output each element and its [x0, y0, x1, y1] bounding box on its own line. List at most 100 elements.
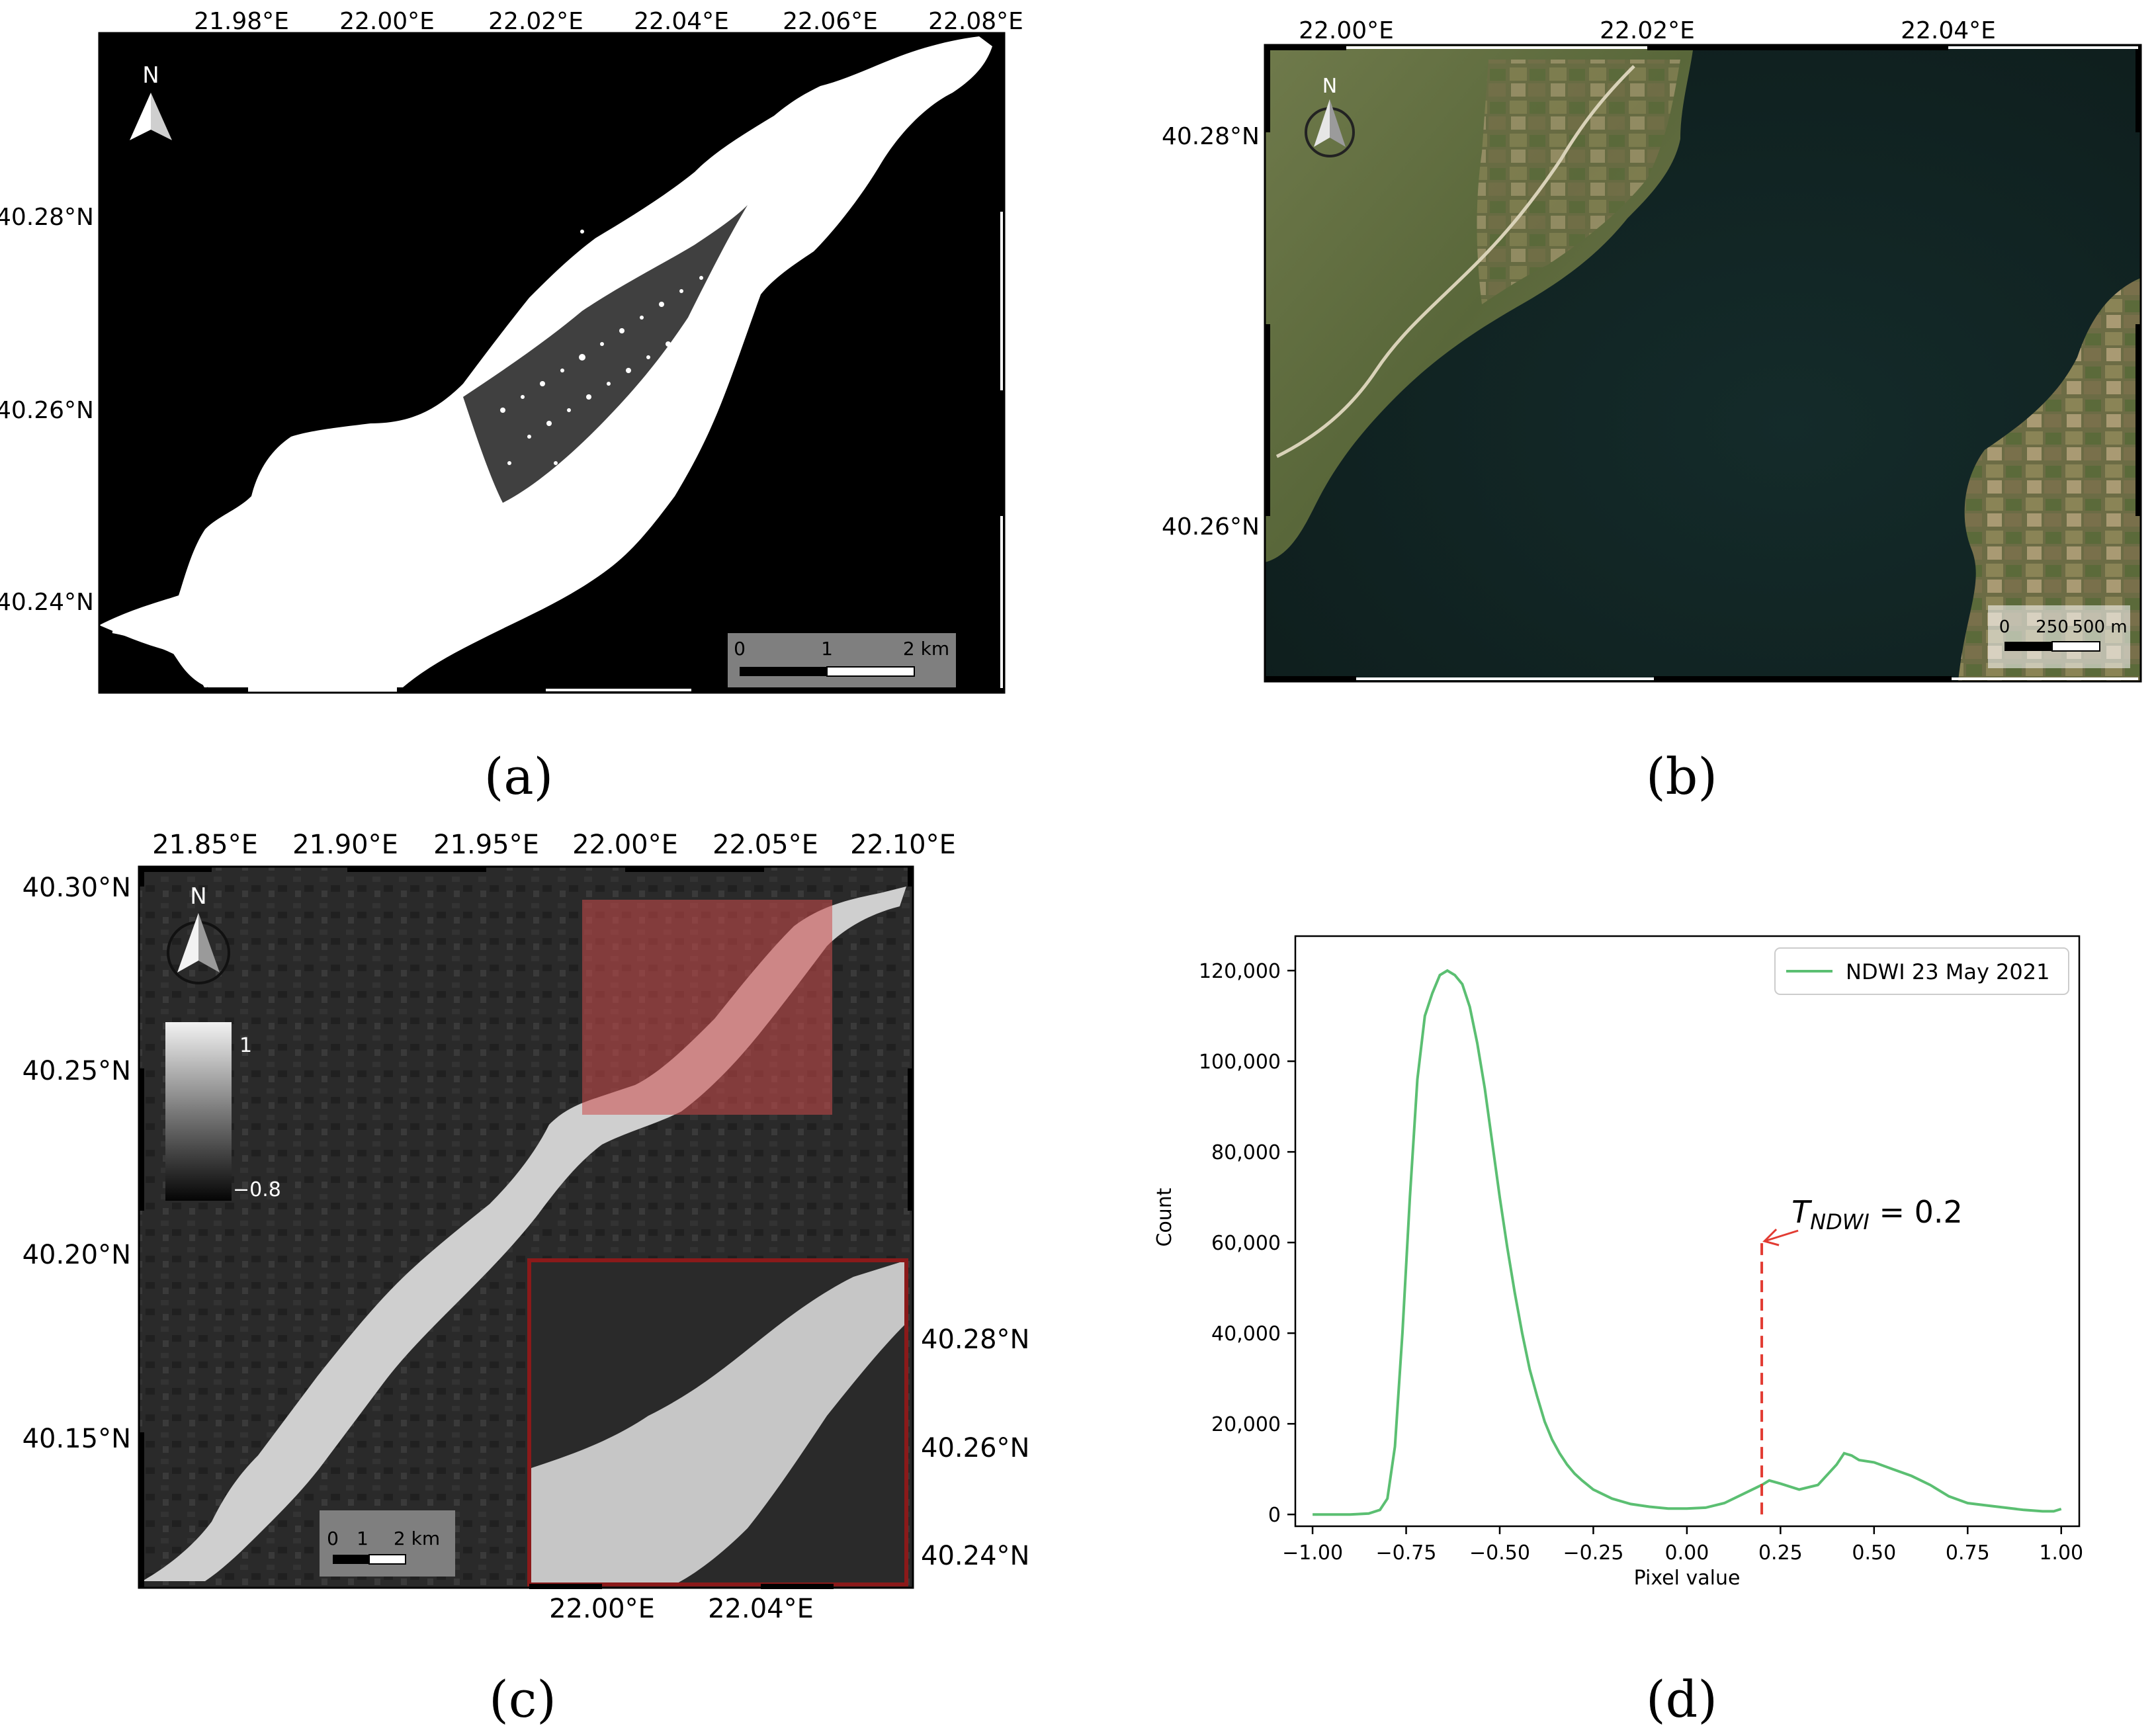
legend-label: NDWI 23 May 2021: [1846, 959, 2049, 984]
panel-c-scale-1: 1: [357, 1528, 368, 1549]
y-tick-label: 100,000: [1199, 1051, 1281, 1074]
panel-b-lon-tick: 22.02°E: [1600, 17, 1695, 44]
chart-legend: NDWI 23 May 2021: [1774, 947, 2069, 995]
panel-b-scale-0: 0: [1999, 617, 2010, 637]
series-line-ndwi: [1313, 969, 2062, 1516]
panel-a-frame-ticks: [99, 33, 1004, 693]
chart-y-ticks: 0 20,000 40,000 60,000 80,000 100,000 120,000: [1199, 960, 1295, 1527]
panel-a-lon-tick: 22.08°E: [928, 8, 1023, 35]
panel-c-inset-lat-tick: 40.24°N: [921, 1541, 1029, 1571]
panel-c-frame: [138, 865, 914, 1589]
threshold-label-sub: NDWI: [1810, 1209, 1870, 1234]
panel-c-lon-tick: 22.05°E: [712, 830, 818, 860]
panel-c-lat-tick: 40.20°N: [22, 1240, 131, 1270]
panel-b-map: N 0 250 500 m 22.00°E 22.02°E 22.04°E 40…: [1162, 17, 2142, 806]
y-tick-label: 80,000: [1211, 1141, 1281, 1164]
panel-b-lat-tick: 40.28°N: [1162, 123, 1260, 150]
panel-a-lon-tick: 22.02°E: [488, 8, 583, 35]
x-tick-label: −0.25: [1563, 1541, 1623, 1565]
panel-a-river: [112, 630, 210, 693]
panel-b-road: [1275, 65, 1635, 458]
panel-a-lon-tick: 22.04°E: [634, 8, 729, 35]
panel-c-north-label: N: [190, 883, 206, 910]
y-tick-label: 120,000: [1199, 960, 1281, 983]
panel-c-frame-ticks: [139, 867, 913, 1589]
panel-c-scale-2: 2 km: [394, 1528, 440, 1549]
panel-b-scalebar: 0 250 500 m: [1988, 605, 2130, 668]
panel-b-north-label: N: [1322, 75, 1337, 98]
threshold-arrowhead: [1762, 1229, 1780, 1246]
x-tick-label: 1.00: [2039, 1541, 2083, 1565]
panel-a-lat-tick: 40.24°N: [0, 589, 94, 616]
panel-a-label: (a): [484, 747, 554, 806]
x-tick-label: 0.75: [1946, 1541, 1990, 1565]
x-tick-label: −1.00: [1282, 1541, 1343, 1565]
panel-c-lon-tick: 21.85°E: [152, 830, 258, 860]
panel-c-inset-lon-tick: 22.00°E: [549, 1594, 655, 1624]
panel-c-lon-labels: 21.85°E 21.90°E 21.95°E 22.00°E 22.05°E …: [152, 830, 956, 860]
x-tick-label: 0.50: [1852, 1541, 1896, 1565]
panel-a-lat-tick: 40.28°N: [0, 204, 94, 231]
panel-c-lon-tick: 21.95°E: [433, 830, 539, 860]
panel-c-map: N 1 −0.8 0 1 2 km 21.85°E 21.90°E 21.95°…: [22, 830, 1030, 1729]
panel-c-scalebar: 0 1 2 km: [320, 1510, 455, 1577]
panel-b-white-ticks: [1346, 46, 2138, 680]
panel-d-chart: −1.00 −0.75 −0.50 −0.25 0.00 0.25 0.50 0.75 1.00…: [1153, 935, 2083, 1729]
panel-c-lat-tick: 40.15°N: [22, 1424, 131, 1454]
panel-a-lon-labels: 21.98°E 22.00°E 22.02°E 22.04°E 22.06°E …: [194, 8, 1023, 35]
panel-c-north-arrow-icon: N: [167, 883, 230, 984]
panel-c-lat-labels: 40.30°N 40.25°N 40.20°N 40.15°N: [22, 873, 131, 1454]
panel-c-lon-tick: 22.10°E: [850, 830, 956, 860]
panel-a-lon-tick: 22.06°E: [783, 8, 878, 35]
threshold-label: TNDWI = 0.2: [1791, 1194, 1963, 1234]
panel-c-colorbar-min: −0.8: [233, 1178, 281, 1201]
panel-a-scalebar: 0 1 2 km: [728, 633, 956, 687]
panel-b-north-arrow-icon: N: [1305, 75, 1355, 157]
panel-c-inset-lon-labels: 22.00°E 22.04°E: [549, 1594, 814, 1624]
panel-a-scale-1: 1: [821, 638, 833, 660]
panel-a-map: N 0 1 2 km 21.98°E 22.00°E 22.02°E 22.04…: [0, 8, 1023, 806]
panel-b-lon-labels: 22.00°E 22.02°E 22.04°E: [1299, 17, 1996, 44]
chart-y-axis-label: Count: [1153, 1188, 1176, 1246]
panel-c-lat-tick: 40.30°N: [22, 873, 131, 903]
panel-b-lon-tick: 22.04°E: [1901, 17, 1996, 44]
x-tick-label: 0.25: [1758, 1541, 1803, 1565]
panel-c-label: (c): [489, 1670, 556, 1729]
panel-a-scale-0: 0: [734, 638, 746, 660]
panel-b-lon-tick: 22.00°E: [1299, 17, 1394, 44]
panel-c-lon-tick: 21.90°E: [292, 830, 398, 860]
x-tick-label: 0.00: [1665, 1541, 1709, 1565]
panel-c-inset-lat-tick: 40.28°N: [921, 1324, 1029, 1355]
panel-a-white-ticks: [248, 212, 1003, 691]
x-tick-label: −0.50: [1469, 1541, 1530, 1565]
panel-d-label: (d): [1646, 1670, 1717, 1729]
panel-b-scale-1: 250: [2036, 617, 2069, 637]
chart-x-axis-label: Pixel value: [1634, 1567, 1741, 1590]
panel-c-scale-0: 0: [327, 1528, 339, 1549]
y-tick-label: 0: [1268, 1504, 1281, 1527]
panel-c-highlight-box: [582, 900, 832, 1115]
panel-a-north-arrow-icon: N: [130, 62, 172, 140]
panel-c-colorbar: 1 −0.8: [165, 1022, 281, 1201]
y-tick-label: 40,000: [1211, 1322, 1281, 1346]
panel-a-scale-2: 2 km: [903, 638, 949, 660]
y-tick-label: 60,000: [1211, 1232, 1281, 1255]
panel-a-lon-tick: 21.98°E: [194, 8, 289, 35]
panel-b-frame-ticks: [1265, 45, 2141, 681]
panel-c-lon-tick: 22.00°E: [572, 830, 678, 860]
panel-a-lat-labels: 40.28°N 40.26°N 40.24°N: [0, 204, 94, 616]
panel-c-inset: [527, 1258, 908, 1586]
threshold-label-rest: = 0.2: [1870, 1194, 1963, 1230]
chart-plot-area: [1294, 935, 2081, 1528]
panel-c-inset-lat-labels: 40.28°N 40.26°N 40.24°N: [921, 1324, 1029, 1571]
x-tick-label: −0.75: [1376, 1541, 1437, 1565]
panel-a-north-label: N: [142, 62, 159, 89]
panel-a-lon-tick: 22.00°E: [339, 8, 435, 35]
panel-c-inset-lon-tick: 22.04°E: [708, 1594, 814, 1624]
panel-a-lat-tick: 40.26°N: [0, 397, 94, 424]
panel-a-speckle-zone: [463, 205, 748, 503]
panel-c-inset-lat-tick: 40.26°N: [921, 1433, 1029, 1463]
y-tick-label: 20,000: [1211, 1413, 1281, 1436]
panel-b-scale-2: 500 m: [2072, 617, 2127, 637]
